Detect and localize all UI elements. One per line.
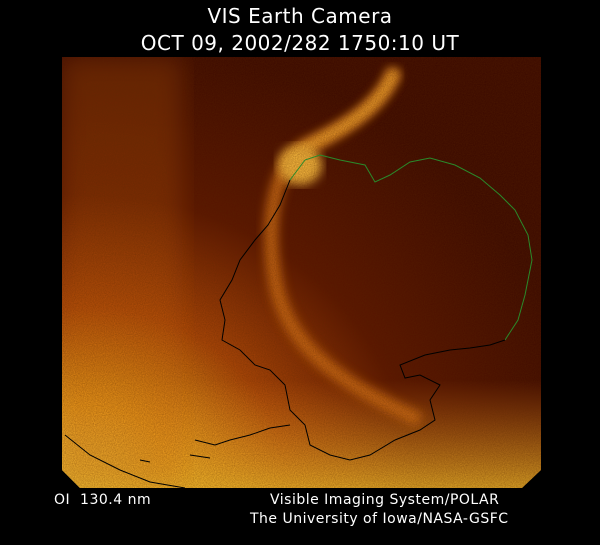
image-timestamp: OCT 09, 2002/282 1750:10 UT (140, 31, 460, 55)
wavelength-label: OI 130.4 nm (54, 492, 152, 508)
credit-line-1: Visible Imaging System/POLAR (270, 492, 500, 508)
image-title: VIS Earth Camera (207, 4, 393, 28)
image-noise (62, 57, 541, 488)
credit-line-2: The University of Iowa/NASA-GSFC (250, 511, 509, 527)
coastline (64, 154, 533, 488)
